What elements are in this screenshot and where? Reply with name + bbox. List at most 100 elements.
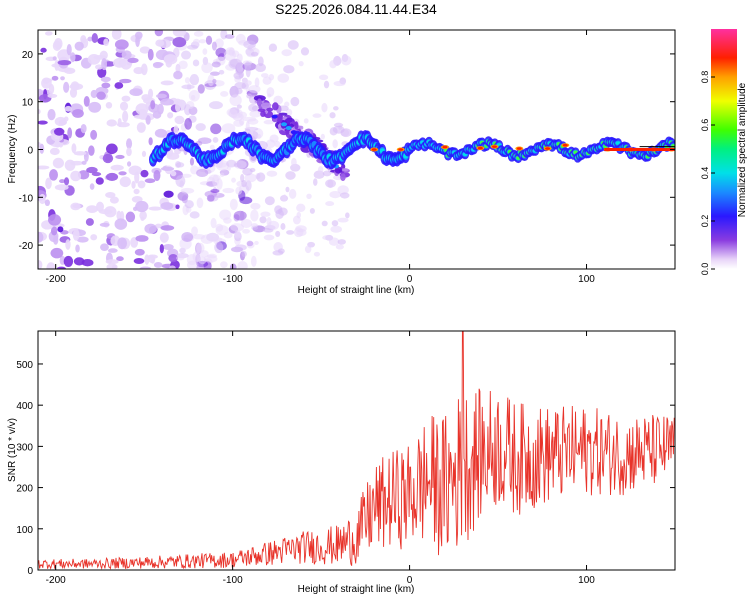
heatmap-blob [81, 160, 87, 165]
heatmap-blob [160, 166, 175, 171]
heatmap-blob [250, 209, 259, 222]
spectrogram-y-label: Frequency (Hz) [7, 115, 18, 184]
x-tick-label: -200 [46, 575, 66, 586]
heatmap-blob [306, 193, 312, 200]
heatmap-blob [54, 37, 63, 50]
heatmap-blob [212, 137, 219, 143]
heatmap-blob [313, 251, 321, 257]
heatmap-blob [147, 48, 154, 61]
heatmap-blob [181, 50, 192, 60]
heatmap-blob [287, 40, 299, 50]
heatmap-blob [174, 102, 181, 113]
heatmap-blob [296, 228, 307, 237]
heatmap-blob [49, 169, 58, 181]
heatmap-blob [38, 260, 43, 269]
heatmap-blob [122, 110, 129, 123]
heatmap-blob [156, 93, 167, 99]
heatmap-blob [103, 38, 109, 47]
heatmap-blob [115, 154, 125, 159]
heatmap-blob [337, 185, 349, 195]
heatmap-blob [223, 231, 233, 239]
heatmap-blob [331, 220, 339, 227]
heatmap-blob [117, 237, 128, 250]
heatmap-blob [116, 256, 124, 262]
snr-y-label: SNR (10 * v/v) [7, 418, 18, 482]
heatmap-blob [106, 263, 118, 269]
heatmap-blob [148, 137, 153, 146]
heatmap-blob [329, 60, 337, 69]
heatmap-blob [38, 109, 41, 115]
heatmap-blob [181, 231, 194, 242]
heatmap-blob [59, 179, 66, 184]
y-tick-label: 10 [22, 98, 34, 109]
heatmap-blob [69, 52, 76, 63]
heatmap-blob [139, 266, 152, 269]
y-tick-label: 200 [16, 484, 33, 495]
heatmap-blob [332, 139, 338, 149]
heatmap-blob [226, 166, 231, 171]
heatmap-blob [181, 84, 195, 90]
y-tick-label: -10 [19, 193, 34, 204]
heatmap-blob [153, 169, 161, 182]
heatmap-blob [135, 235, 149, 242]
heatmap-blob [244, 173, 257, 183]
heatmap-blob [218, 69, 225, 75]
heatmap-blob [139, 210, 147, 220]
heatmap-blob [160, 80, 174, 86]
heatmap-blob [266, 170, 278, 177]
heatmap-blob [286, 230, 295, 235]
heatmap-blob [150, 100, 156, 110]
heatmap-blob [173, 125, 179, 135]
heatmap-blob [107, 248, 118, 253]
x-tick-label: -200 [46, 274, 66, 285]
heatmap-blob [257, 56, 264, 67]
heatmap-blob [65, 239, 71, 250]
heatmap-blob [126, 161, 132, 167]
heatmap-blob [178, 60, 188, 70]
heatmap-blob [229, 263, 237, 269]
heatmap-blob [90, 129, 98, 140]
heatmap-blob [91, 33, 98, 44]
heatmap-blob [240, 218, 253, 228]
heatmap-blob [63, 255, 74, 268]
heatmap-blob [285, 186, 290, 193]
heatmap-blob [90, 234, 98, 241]
heatmap-blob [256, 98, 262, 107]
heatmap-blob [186, 100, 195, 110]
heatmap-blob [176, 255, 185, 261]
heatmap-blob [52, 157, 64, 169]
heatmap-blob [64, 105, 72, 112]
heatmap-blob [86, 205, 98, 213]
heatmap-blob [70, 170, 82, 182]
heatmap-blob [296, 203, 306, 213]
heatmap-blob [210, 188, 220, 194]
heatmap-blob [225, 47, 235, 56]
heatmap-blob [156, 103, 164, 115]
heatmap-blob [72, 108, 84, 118]
heatmap-blob [245, 180, 252, 191]
heatmap-blob [192, 59, 200, 67]
heatmap-blob [52, 56, 57, 61]
heatmap-blob [334, 166, 343, 174]
heatmap-blob [340, 192, 350, 199]
heatmap-blob [72, 228, 80, 241]
heatmap-blob [145, 115, 151, 125]
heatmap-blob [337, 217, 349, 223]
heatmap-blob [71, 143, 77, 154]
heatmap-blob [129, 88, 143, 97]
heatmap-blob [275, 230, 281, 237]
heatmap-blob [114, 39, 129, 50]
heatmap-blob [229, 94, 242, 107]
heatmap-blob [133, 258, 145, 265]
heatmap-blob [128, 165, 142, 176]
heatmap-blob [75, 244, 80, 253]
heatmap-blob [296, 211, 302, 219]
heatmap-blob [189, 157, 195, 166]
heatmap-blob [54, 184, 69, 191]
heatmap-blob [244, 61, 251, 72]
heatmap-blob [196, 168, 209, 178]
heatmap-blob [63, 177, 70, 186]
heatmap-blob [328, 237, 340, 246]
